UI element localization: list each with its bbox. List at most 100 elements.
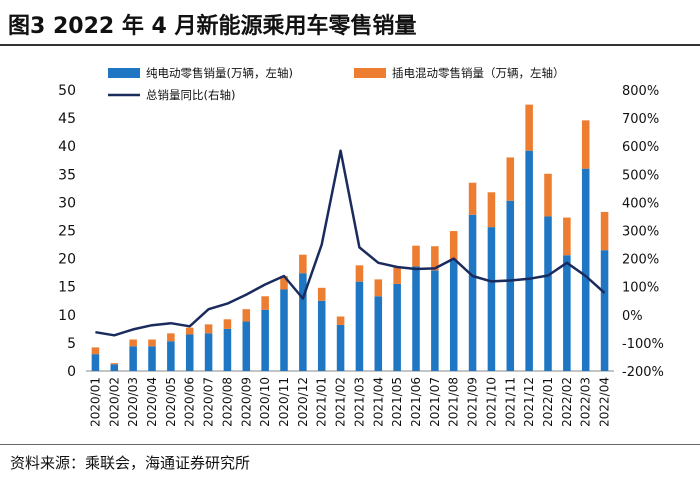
bar-bev — [506, 200, 515, 371]
bar-phev — [336, 316, 345, 325]
y-left-tick-label: 10 — [58, 308, 76, 324]
x-tick-label: 2020/01 — [88, 377, 102, 427]
bar-bev — [167, 341, 175, 371]
bar-phev — [355, 265, 364, 282]
y-right-tick-label: 500% — [622, 168, 659, 183]
bar-phev — [204, 324, 213, 334]
axes: 0 5 10 15 20 25 30 35 40 45 50 -200% -100% 0% 100% 200%… — [58, 83, 664, 380]
x-tick-label: 2022/01 — [541, 377, 555, 427]
bar-phev — [223, 319, 232, 329]
y-right-tick-label: 700% — [622, 112, 659, 127]
bar-phev — [468, 182, 477, 215]
x-tick-label: 2021/11 — [503, 377, 517, 427]
y-left-tick-label: 40 — [58, 139, 76, 155]
bar-bev — [431, 270, 439, 371]
bars — [91, 104, 609, 371]
x-tick-label: 2020/04 — [145, 377, 159, 427]
bar-phev — [299, 254, 307, 274]
bar-bev — [355, 281, 364, 371]
bar-bev — [261, 309, 269, 371]
bar-phev — [412, 245, 420, 267]
bar-phev — [185, 327, 194, 335]
title-divider — [0, 44, 700, 46]
bar-phev — [600, 211, 609, 251]
source-note: 资料来源：乘联会，海通证券研究所 — [10, 454, 251, 472]
footer-divider — [0, 444, 700, 445]
y-right-tick-label: -200% — [622, 365, 664, 380]
y-right-tick-label: 100% — [622, 281, 659, 296]
bar-bev — [91, 354, 100, 371]
bar-bev — [110, 364, 119, 371]
bar-bev — [468, 214, 477, 371]
bar-bev — [204, 333, 213, 371]
y-left-tick-label: 35 — [58, 167, 76, 183]
x-tick-label: 2021/10 — [484, 377, 498, 427]
bar-bev — [412, 266, 420, 371]
bar-phev — [261, 296, 269, 310]
y-right-tick-label: -100% — [622, 337, 664, 352]
bar-bev — [600, 250, 609, 371]
x-tick-label: 2021/07 — [428, 377, 442, 427]
y-right-tick-label: 800% — [622, 84, 659, 99]
bar-phev — [91, 347, 100, 355]
x-tick-label: 2021/04 — [371, 377, 385, 427]
x-tick-label: 2020/10 — [258, 377, 272, 427]
bar-phev — [280, 276, 288, 290]
x-tick-label: 2022/02 — [560, 377, 574, 427]
y-right-tick-label: 0% — [622, 309, 643, 324]
bar-phev — [525, 104, 533, 151]
y-left-tick-label: 30 — [58, 195, 76, 211]
bar-phev — [506, 157, 515, 201]
bar-phev — [393, 267, 401, 284]
bar-phev — [129, 339, 137, 347]
x-tick-label: 2021/06 — [409, 377, 423, 427]
bar-bev — [242, 321, 251, 371]
bar-phev — [110, 363, 119, 365]
bar-phev — [431, 246, 439, 271]
x-axis-labels: 2020/01 2020/02 2020/03 2020/04 2020/05 2020/… — [88, 377, 611, 427]
x-tick-label: 2020/12 — [296, 377, 310, 427]
x-tick-label: 2021/02 — [334, 377, 348, 427]
x-tick-label: 2021/05 — [390, 377, 404, 427]
x-tick-label: 2020/02 — [107, 377, 121, 427]
y-right-tick-label: 300% — [622, 225, 659, 240]
bar-phev — [487, 192, 496, 228]
x-tick-label: 2021/03 — [352, 377, 366, 427]
x-tick-label: 2022/03 — [579, 377, 593, 427]
x-tick-label: 2020/08 — [220, 377, 234, 427]
legend-label-bev: 纯电动零售销量(万辆，左轴) — [146, 66, 293, 80]
legend-label-yoy: 总销量同比(右轴) — [146, 88, 235, 102]
x-tick-label: 2021/01 — [315, 377, 329, 427]
bar-bev — [299, 273, 307, 371]
y-right-tick-label: 400% — [622, 196, 659, 211]
x-tick-label: 2020/06 — [183, 377, 197, 427]
title-bar: 图3 2022 年 4 月新能源乘用车零售销量 — [0, 0, 700, 44]
x-tick-label: 2021/08 — [447, 377, 461, 427]
x-tick-label: 2021/12 — [522, 377, 536, 427]
x-tick-label: 2020/07 — [202, 377, 216, 427]
bar-phev — [167, 333, 175, 342]
bar-bev — [280, 289, 288, 371]
bar-phev — [544, 173, 552, 217]
bar-bev — [449, 259, 458, 371]
x-tick-label: 2020/11 — [277, 377, 291, 427]
figure-title: 图3 2022 年 4 月新能源乘用车零售销量 — [8, 14, 417, 39]
y-left-tick-label: 15 — [58, 280, 76, 296]
x-tick-label: 2021/09 — [466, 377, 480, 427]
bar-bev — [563, 255, 571, 371]
y-left-tick-label: 45 — [58, 111, 76, 127]
bar-bev — [336, 324, 345, 371]
bar-bev — [374, 296, 383, 371]
bar-bev — [185, 334, 194, 371]
bar-phev — [563, 217, 571, 256]
bar-bev — [148, 346, 156, 371]
bar-bev — [581, 168, 590, 371]
bar-phev — [374, 279, 383, 297]
y-right-tick-label: 600% — [622, 140, 659, 155]
legend: 纯电动零售销量(万辆，左轴) 插电混动零售销量（万辆，左轴） 总销量同比(右轴) — [108, 66, 565, 102]
y-left-tick-label: 5 — [67, 336, 76, 352]
x-tick-label: 2020/05 — [164, 377, 178, 427]
bar-phev — [148, 339, 156, 347]
y-left-tick-label: 50 — [58, 83, 76, 99]
bar-phev — [242, 309, 251, 322]
